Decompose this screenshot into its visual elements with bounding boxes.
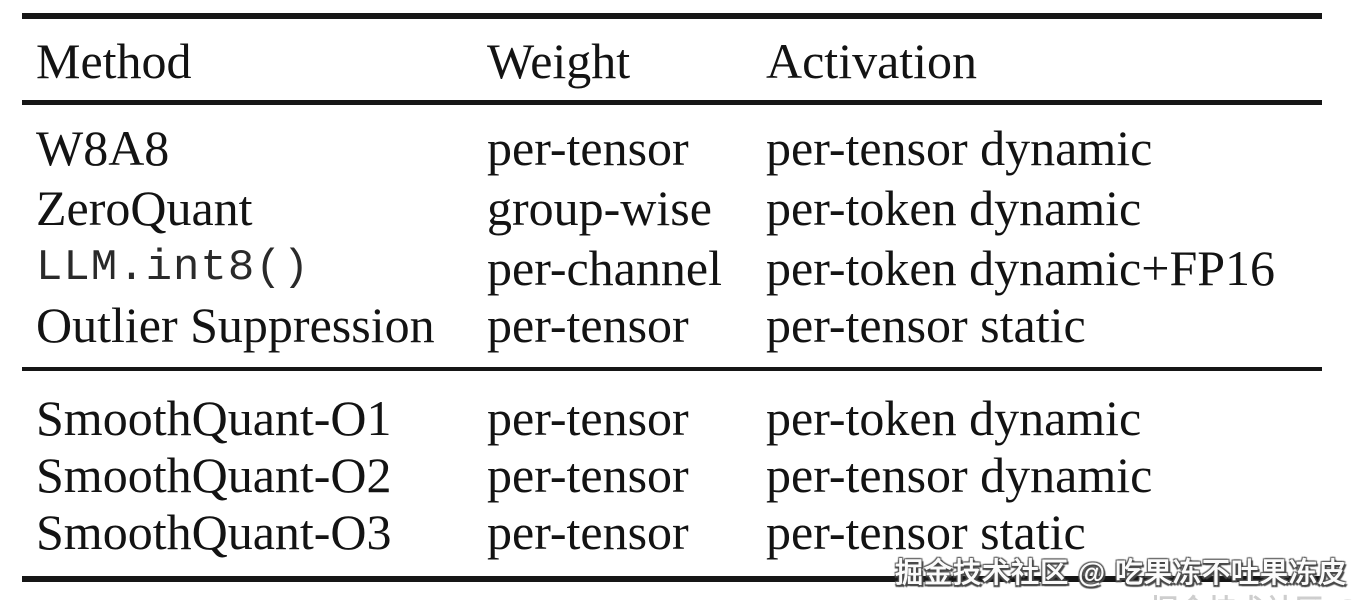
activation-cell: per-tensor dynamic xyxy=(766,447,1153,503)
weight-cell: per-channel xyxy=(487,240,722,296)
table-header-rule xyxy=(22,100,1322,105)
column-header-activation: Activation xyxy=(766,33,978,89)
weight-cell: per-tensor xyxy=(487,297,689,353)
table-row: W8A8 per-tensor per-tensor dynamic xyxy=(36,119,1326,177)
method-cell: SmoothQuant-O1 xyxy=(36,390,392,446)
watermark-text-clipped: 掘金技术社区 @ 吃果冻不吐果冻皮 xyxy=(1150,588,1354,600)
watermark-text: 掘金技术社区 @ 吃果冻不吐果冻皮 xyxy=(895,557,1347,588)
activation-cell: per-tensor dynamic xyxy=(766,120,1153,176)
method-cell: SmoothQuant-O2 xyxy=(36,447,392,503)
weight-cell: per-tensor xyxy=(487,390,689,446)
table-mid-rule xyxy=(22,367,1322,371)
weight-cell: group-wise xyxy=(487,180,712,236)
table-top-rule xyxy=(22,13,1322,19)
weight-cell: per-tensor xyxy=(487,447,689,503)
table-row: LLM.int8() per-channel per-token dynamic… xyxy=(36,239,1326,297)
table-bottom-rule xyxy=(22,576,1322,582)
activation-cell: per-tensor static xyxy=(766,297,1086,353)
table-row: SmoothQuant-O2 per-tensor per-tensor dyn… xyxy=(36,446,1326,504)
weight-cell: per-tensor xyxy=(487,120,689,176)
method-cell: Outlier Suppression xyxy=(36,297,435,353)
table-row: SmoothQuant-O1 per-tensor per-token dyna… xyxy=(36,389,1326,447)
method-cell: SmoothQuant-O3 xyxy=(36,504,392,560)
method-cell: W8A8 xyxy=(36,120,170,176)
table-row: SmoothQuant-O3 per-tensor per-tensor sta… xyxy=(36,503,1326,561)
activation-cell: per-token dynamic+FP16 xyxy=(766,240,1276,296)
table-row: Outlier Suppression per-tensor per-tenso… xyxy=(36,296,1326,354)
method-cell: ZeroQuant xyxy=(36,180,253,236)
column-header-method: Method xyxy=(36,33,192,89)
column-header-weight: Weight xyxy=(487,33,631,89)
method-cell-code: LLM.int8() xyxy=(36,243,311,293)
table-header-row: Method Weight Activation xyxy=(36,32,1326,90)
table-row: ZeroQuant group-wise per-token dynamic xyxy=(36,179,1326,237)
weight-cell: per-tensor xyxy=(487,504,689,560)
activation-cell: per-token dynamic xyxy=(766,180,1142,236)
activation-cell: per-token dynamic xyxy=(766,390,1142,446)
activation-cell: per-tensor static xyxy=(766,504,1086,560)
